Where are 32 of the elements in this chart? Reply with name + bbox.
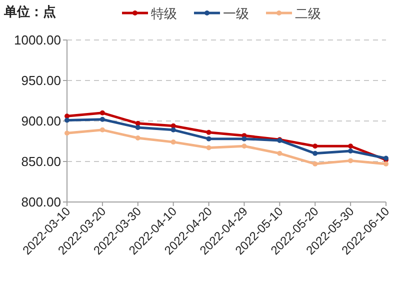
point <box>312 161 318 166</box>
legend-label: 特级 <box>151 6 177 21</box>
y-tick-label: 900.00 <box>21 114 61 128</box>
y-tick-label: 850.00 <box>21 154 61 169</box>
point <box>100 116 105 122</box>
point <box>170 140 176 145</box>
point <box>206 136 212 142</box>
y-tick-label: 950.00 <box>21 73 61 88</box>
point <box>242 144 247 149</box>
point <box>206 145 212 150</box>
y-tick-label: 1000.00 <box>14 32 61 48</box>
point <box>100 127 105 132</box>
point <box>312 144 318 149</box>
y-tick-label: 800.00 <box>21 194 61 210</box>
point <box>135 124 140 130</box>
point <box>348 148 354 154</box>
point <box>170 127 176 132</box>
point <box>242 136 247 142</box>
legend-label: 一级 <box>223 6 249 21</box>
point <box>348 144 354 149</box>
point <box>312 150 318 156</box>
point <box>64 118 70 123</box>
point <box>135 136 140 141</box>
point <box>348 158 354 164</box>
point <box>64 130 70 136</box>
y-axis-title: 单位：点 <box>3 4 56 19</box>
point <box>100 110 105 116</box>
point <box>64 114 70 119</box>
point <box>206 130 212 135</box>
point <box>384 161 388 166</box>
legend-label: 二级 <box>295 6 321 21</box>
point <box>277 150 282 156</box>
